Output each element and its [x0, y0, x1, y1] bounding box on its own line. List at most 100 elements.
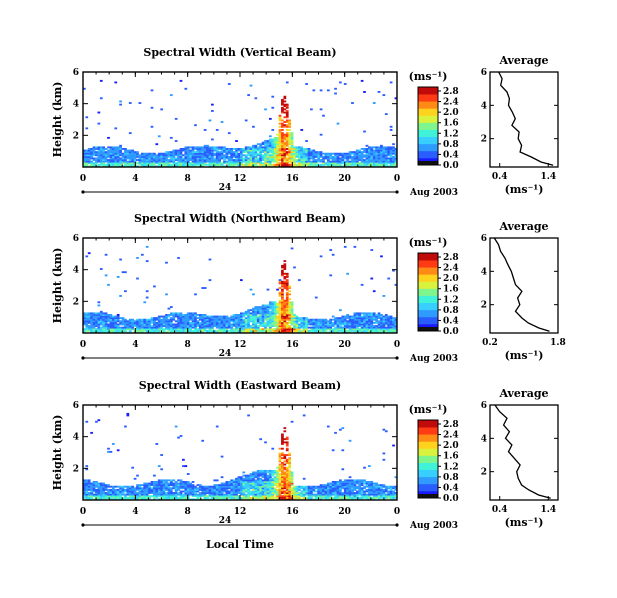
heatmap-cell: [377, 157, 381, 160]
heatmap-cell: [281, 481, 284, 483]
heatmap-cell: [223, 149, 226, 152]
x-tick-label: 4: [132, 174, 138, 184]
heatmap-cell: [157, 165, 161, 167]
colorbar-swatch: [418, 281, 438, 289]
heatmap-cell: [157, 152, 161, 155]
heatmap-cell: [240, 318, 243, 321]
heatmap-cell: [87, 162, 91, 165]
heatmap-cell: [240, 152, 243, 155]
heatmap-cell: [319, 151, 323, 154]
heatmap-cell: [360, 155, 364, 158]
heatmap-cell: [389, 323, 393, 326]
heatmap-cell: [145, 331, 149, 333]
heatmap-cell: [353, 496, 357, 499]
heatmap-cell: [297, 152, 301, 155]
heatmap-cell: [266, 328, 270, 331]
heatmap-cell: [128, 163, 132, 166]
heatmap-cell: [196, 314, 200, 316]
heatmap-cell: [189, 331, 192, 333]
heatmap-cell: [240, 149, 243, 152]
heatmap-cell: [285, 462, 289, 464]
heatmap-cell: [259, 485, 263, 488]
heatmap-cell: [281, 125, 284, 128]
heatmap-cell: [326, 163, 330, 166]
heatmap-cell: [160, 152, 164, 155]
heatmap-cell: [329, 165, 333, 167]
heatmap-cell: [261, 485, 265, 488]
heatmap-cell: [276, 473, 279, 475]
heatmap-cell: [310, 490, 313, 493]
heatmap-cell: [177, 312, 180, 315]
heatmap-cell: [343, 321, 347, 324]
heatmap-cell: [355, 479, 359, 482]
heatmap-cell: [355, 492, 359, 494]
heatmap-cell: [312, 495, 316, 498]
heatmap-cell: [136, 318, 139, 321]
heatmap-cell: [336, 484, 340, 487]
heatmap-cell: [283, 124, 287, 127]
heatmap-cell: [247, 329, 250, 332]
heatmap-cell: [244, 318, 248, 321]
heatmap-cell: [314, 296, 318, 299]
heatmap-cell: [150, 326, 154, 329]
heatmap-cell: [278, 331, 282, 333]
heatmap-cell: [363, 320, 366, 323]
heatmap-cell: [111, 492, 115, 494]
heatmap-cell: [157, 321, 161, 324]
heatmap-cell: [368, 149, 371, 152]
heatmap-cell: [220, 455, 224, 458]
heatmap-cell: [351, 493, 354, 496]
heatmap-cell: [358, 317, 362, 320]
heatmap-cell: [285, 315, 289, 318]
heatmap-cell: [203, 315, 207, 318]
heatmap-cell: [249, 487, 253, 490]
heatmap-cell: [97, 152, 101, 155]
heatmap-cell: [341, 317, 345, 320]
heatmap-cell: [177, 154, 180, 157]
heatmap-cell: [283, 268, 287, 270]
heatmap-cell: [324, 321, 328, 324]
heatmap-cell: [225, 321, 229, 324]
heatmap-cell: [249, 482, 253, 485]
heatmap-cell: [211, 492, 214, 494]
heatmap-cell: [148, 159, 151, 161]
heatmap-cell: [208, 329, 212, 332]
heatmap-cell: [348, 484, 352, 487]
heatmap-cell: [126, 328, 130, 331]
heatmap-cell: [90, 148, 93, 150]
heatmap-cell: [295, 148, 299, 150]
heatmap-cell: [380, 317, 383, 320]
heatmap-cell: [201, 157, 205, 160]
heatmap-cell: [162, 481, 166, 483]
heatmap-cell: [160, 160, 164, 163]
heatmap-cell: [107, 149, 110, 152]
heatmap-cell: [227, 495, 231, 498]
heatmap-cell: [215, 148, 219, 150]
heatmap-cell: [326, 152, 330, 155]
heatmap-cell: [244, 477, 248, 480]
heatmap-cell: [252, 314, 255, 316]
heatmap-cell: [194, 321, 197, 324]
heatmap-cell: [208, 492, 212, 494]
heatmap-cell: [242, 165, 246, 167]
heatmap-cell: [244, 160, 248, 163]
heatmap-cell: [215, 155, 219, 158]
heatmap-cell: [329, 329, 333, 332]
heatmap-cell: [305, 325, 308, 327]
heatmap-cell: [281, 133, 284, 136]
heatmap-cell: [297, 146, 301, 149]
heatmap-cell: [389, 157, 393, 160]
heatmap-cell: [119, 496, 122, 499]
heatmap-cell: [317, 154, 321, 157]
heatmap-cell: [191, 151, 195, 154]
heatmap-cell: [293, 495, 296, 498]
heatmap-cell: [351, 317, 354, 320]
heatmap-cell: [177, 326, 180, 329]
heatmap-cell: [346, 484, 349, 487]
heatmap-cell: [346, 487, 349, 490]
heatmap-cell: [85, 160, 89, 163]
heatmap-cell: [184, 326, 188, 329]
heatmap-cell: [290, 479, 294, 482]
heatmap-cell: [90, 315, 93, 318]
heatmap-cell: [128, 159, 132, 161]
